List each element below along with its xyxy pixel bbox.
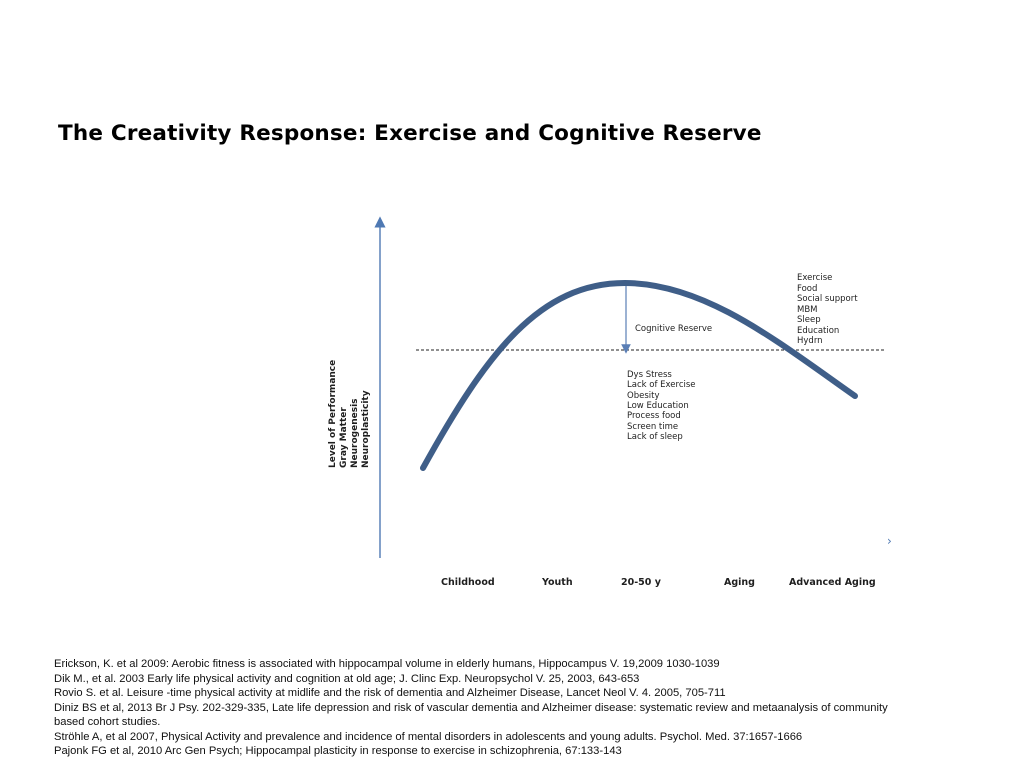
positive-factor: Education (797, 326, 839, 336)
chevron-right-icon: › (887, 534, 892, 548)
reference-item: Pajonk FG et al, 2010 Arc Gen Psych; Hip… (54, 745, 622, 757)
negative-factor: Screen time (627, 422, 678, 432)
positive-factor: Food (797, 284, 817, 294)
reference-item: Erickson, K. et al 2009: Aerobic fitness… (54, 658, 720, 670)
performance-curve-diagram: Cognitive Reserve Level of Performance G… (328, 216, 892, 588)
positive-factor: Exercise (797, 273, 832, 283)
x-label-youth: Youth (541, 577, 573, 588)
reference-item: Diniz BS et al, 2013 Br J Psy. 202-329-3… (54, 701, 888, 729)
references-list: Erickson, K. et al 2009: Aerobic fitness… (54, 657, 904, 759)
performance-curve (420, 279, 858, 471)
positive-factor: Sleep (797, 315, 821, 325)
negative-factor: Obesity (627, 391, 659, 401)
positive-factor: Hydrn (797, 336, 823, 346)
positive-factors-list: Exercise Food Social support MBM Sleep E… (797, 273, 858, 346)
positive-factor: MBM (797, 305, 818, 315)
positive-factor: Social support (797, 294, 858, 304)
x-label-childhood: Childhood (441, 577, 495, 588)
y-axis-label-neuroplasticity: Neuroplasticity (361, 390, 371, 468)
y-axis-label-performance: Level of Performance (328, 360, 338, 468)
negative-factor: Lack of Exercise (627, 380, 696, 390)
y-axis-labels: Level of Performance Gray Matter Neuroge… (328, 360, 371, 468)
x-label-aging: Aging (724, 577, 755, 588)
reference-item: Rovio S. et al. Leisure -time physical a… (54, 687, 726, 699)
reference-item: Ströhle A, et al 2007, Physical Activity… (54, 730, 803, 743)
slide-title: The Creativity Response: Exercise and Co… (58, 121, 762, 146)
x-label-20-50: 20-50 y (621, 577, 662, 588)
x-label-advanced-aging: Advanced Aging (789, 577, 876, 588)
negative-factor: Process food (627, 411, 681, 421)
negative-factors-list: Dys Stress Lack of Exercise Obesity Low … (627, 370, 696, 442)
reference-item: Dik M., et al. 2003 Early life physical … (54, 672, 640, 685)
x-axis-labels: Childhood Youth 20-50 y Aging Advanced A… (441, 577, 876, 588)
negative-factor: Lack of sleep (627, 432, 683, 442)
y-axis-label-neurogenesis: Neurogenesis (350, 398, 360, 468)
cognitive-reserve-label: Cognitive Reserve (635, 324, 712, 334)
negative-factor: Low Education (627, 401, 689, 411)
negative-factor: Dys Stress (627, 370, 672, 380)
y-axis-label-gray-matter: Gray Matter (339, 407, 349, 468)
